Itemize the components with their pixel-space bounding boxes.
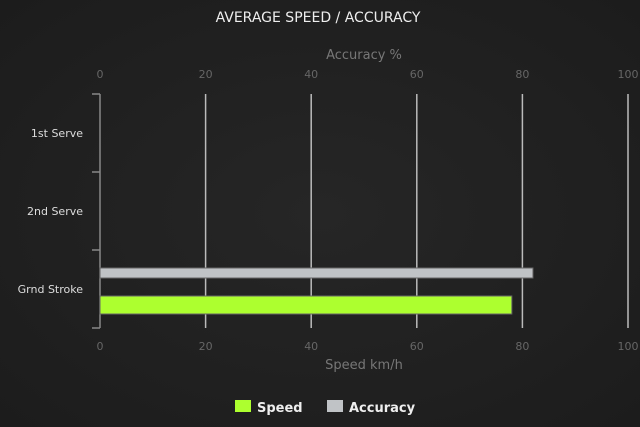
- speed-bar: [99, 295, 513, 315]
- legend-swatch: [327, 400, 343, 412]
- bottom-tick-label: 20: [199, 340, 213, 353]
- top-tick-label: 100: [618, 68, 639, 81]
- accuracy-bar: [99, 267, 534, 279]
- top-tick-label: 40: [304, 68, 318, 81]
- legend-label[interactable]: Accuracy: [349, 401, 416, 416]
- bottom-tick-label: 100: [618, 340, 639, 353]
- legend-swatch: [235, 400, 251, 412]
- top-axis-label: Accuracy %: [326, 48, 402, 63]
- bottom-tick-label: 40: [304, 340, 318, 353]
- bottom-tick-label: 60: [410, 340, 424, 353]
- category-label: 2nd Serve: [27, 205, 83, 218]
- top-tick-label: 0: [97, 68, 104, 81]
- category-label: 1st Serve: [31, 127, 83, 140]
- top-tick-label: 60: [410, 68, 424, 81]
- chart-title: AVERAGE SPEED / ACCURACY: [216, 10, 421, 26]
- bottom-tick-label: 80: [515, 340, 529, 353]
- legend-label[interactable]: Speed: [257, 401, 303, 416]
- top-tick-label: 80: [515, 68, 529, 81]
- bottom-tick-label: 0: [97, 340, 104, 353]
- top-tick-label: 20: [199, 68, 213, 81]
- bottom-axis-label: Speed km/h: [325, 358, 403, 373]
- category-label: Grnd Stroke: [18, 283, 84, 296]
